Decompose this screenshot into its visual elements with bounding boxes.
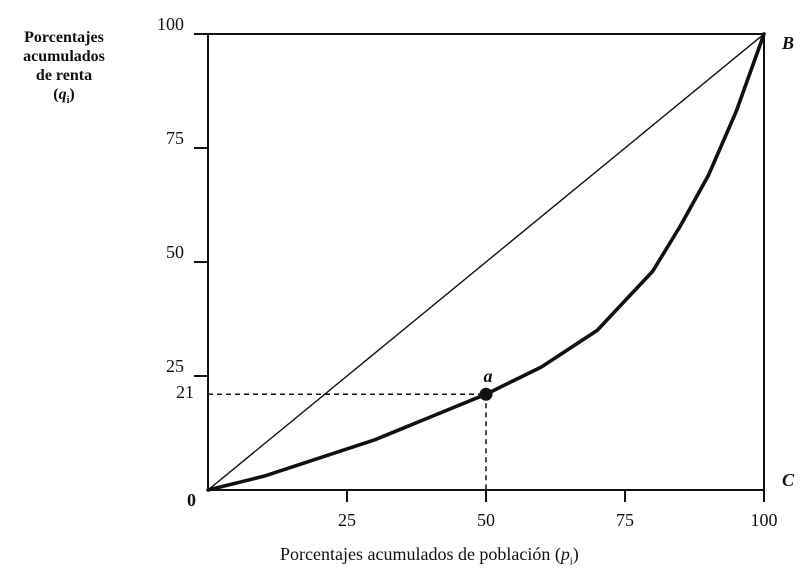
corner-label-c: C — [782, 470, 795, 490]
y-tick-label: 25 — [166, 356, 184, 376]
corner-label-b: B — [781, 33, 794, 53]
x-axis-subscript: i — [569, 556, 573, 568]
x-axis-symbol: p — [560, 544, 570, 564]
y-axis-label-line-2: acumulados — [23, 48, 105, 65]
y-axis-label: Porcentajes acumulados de renta (qi) — [10, 28, 118, 110]
lorenz-curve — [206, 32, 766, 492]
y-axis-subscript: i — [66, 95, 70, 107]
point-a-label: a — [484, 366, 493, 386]
y-value-label: 21 — [176, 382, 194, 402]
y-tick-label: 100 — [157, 14, 184, 34]
x-tick-label: 50 — [477, 510, 495, 530]
y-axis-symbol: q — [58, 86, 67, 103]
y-tick-label: 50 — [166, 242, 184, 262]
origin-label: 0 — [187, 490, 196, 510]
y-axis-label-symbol: (qi) — [53, 86, 75, 107]
point-a-marker — [479, 387, 493, 401]
y-axis-label-line-3: de renta — [35, 67, 93, 84]
x-axis-label: Porcentajes acumulados de población (pi) — [280, 544, 579, 568]
x-tick-label: 100 — [751, 510, 778, 530]
x-tick-label: 75 — [616, 510, 634, 530]
x-axis-label-text: Porcentajes acumulados de población — [280, 544, 551, 564]
plot-layer: 25 50 75 100 25 50 75 100 0 a 21 B C — [157, 14, 795, 530]
y-tick-label: 75 — [166, 128, 184, 148]
y-axis-label-line-1: Porcentajes — [24, 29, 104, 46]
equality-line — [207, 33, 765, 491]
x-tick-label: 25 — [338, 510, 356, 530]
